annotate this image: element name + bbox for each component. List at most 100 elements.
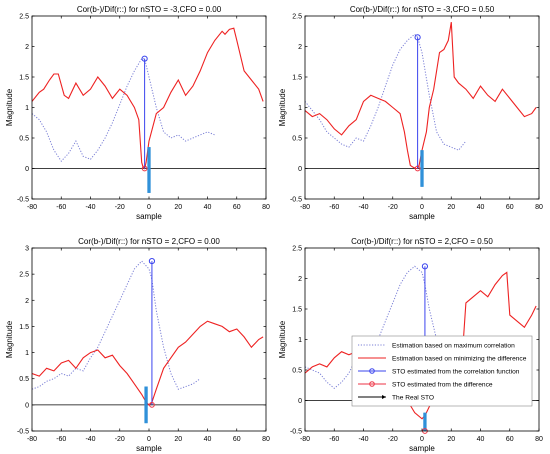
y-tick-label: 1.5 bbox=[292, 307, 302, 314]
difference-line bbox=[305, 271, 537, 420]
plot-area bbox=[32, 248, 266, 431]
x-tick-label: -60 bbox=[56, 436, 66, 443]
legend-label: STO estimated from the difference bbox=[392, 382, 493, 389]
sto-diff-marker bbox=[414, 165, 421, 172]
x-tick-label: -40 bbox=[85, 436, 95, 443]
y-axis-label: Magnitude bbox=[278, 320, 287, 358]
correlation-line bbox=[305, 33, 467, 151]
x-axis-label: sample bbox=[409, 444, 435, 453]
difference-line bbox=[32, 320, 264, 406]
y-tick-label: 2.5 bbox=[19, 14, 29, 21]
y-tick-label: -0.5 bbox=[290, 429, 302, 436]
sto-corr-marker bbox=[148, 257, 156, 265]
x-tick-label: 40 bbox=[204, 204, 212, 211]
stick-cluster bbox=[423, 412, 427, 431]
x-tick-label: 80 bbox=[262, 436, 270, 443]
plot-content bbox=[32, 260, 264, 424]
y-tick-label: 0.5 bbox=[292, 136, 302, 143]
y-tick-label: 2.5 bbox=[292, 14, 302, 21]
x-tick-label: 20 bbox=[174, 436, 182, 443]
x-tick-label: -80 bbox=[300, 204, 310, 211]
legend-marker bbox=[369, 381, 375, 387]
stick-cluster bbox=[147, 147, 151, 193]
x-tick-label: -40 bbox=[85, 204, 95, 211]
x-axis-label: sample bbox=[136, 212, 162, 221]
subplot-2: -80 -60 -40 -20 0 20 40 60 80 -0.5 0 0.5 1 1.5 2 2.5 Cor… bbox=[278, 5, 543, 221]
x-tick-label: 80 bbox=[262, 204, 270, 211]
sto-corr-marker bbox=[414, 34, 421, 41]
sto-corr-marker bbox=[421, 263, 429, 270]
stick-cluster bbox=[420, 150, 424, 187]
legend: Estimation based on maximum correlation E… bbox=[351, 335, 533, 407]
y-tick-label: 0 bbox=[298, 398, 302, 405]
x-tick-label: 0 bbox=[147, 204, 151, 211]
x-tick-label: 60 bbox=[506, 436, 514, 443]
subplot-3: -80 -60 -40 -20 0 20 40 60 80 -0.5 0 0.5 1 1.5 2 2.5 3 Co… bbox=[5, 237, 270, 453]
x-tick-label: -20 bbox=[388, 436, 398, 443]
y-tick-label: 1 bbox=[298, 337, 302, 344]
plot-content bbox=[305, 22, 537, 187]
x-tick-label: -60 bbox=[56, 204, 66, 211]
y-axis-label: Magnitude bbox=[278, 88, 287, 126]
y-tick-label: 0.5 bbox=[19, 376, 29, 383]
y-tick-label: 2.5 bbox=[19, 272, 29, 279]
y-tick-label: 1 bbox=[298, 105, 302, 112]
x-tick-label: 40 bbox=[477, 204, 485, 211]
y-tick-label: -0.5 bbox=[17, 197, 29, 204]
x-tick-label: -40 bbox=[358, 204, 368, 211]
x-tick-label: -80 bbox=[27, 204, 37, 211]
legend-label: Estimation based on maximum correlation bbox=[392, 343, 515, 350]
stick-cluster bbox=[144, 386, 148, 424]
x-tick-label: 40 bbox=[477, 436, 485, 443]
x-tick-label: 20 bbox=[174, 204, 182, 211]
x-tick-label: -80 bbox=[27, 436, 37, 443]
chart-title: Cor(b-)/Dif(r::) for nSTO = -3,CFO = 0.0… bbox=[77, 5, 222, 14]
y-tick-label: 1.5 bbox=[19, 75, 29, 82]
y-tick-label: 0.5 bbox=[19, 136, 29, 143]
x-tick-label: 20 bbox=[447, 204, 455, 211]
y-axis-label: Magnitude bbox=[5, 88, 14, 126]
x-tick-label: -60 bbox=[329, 436, 339, 443]
y-tick-label: -0.5 bbox=[290, 197, 302, 204]
legend-marker bbox=[369, 368, 375, 374]
x-tick-label: 0 bbox=[420, 204, 424, 211]
y-tick-label: 0 bbox=[298, 166, 302, 173]
legend-label: The Real STO bbox=[392, 395, 434, 402]
x-tick-label: 60 bbox=[233, 204, 241, 211]
y-tick-label: 2 bbox=[298, 276, 302, 283]
y-tick-label: 2.5 bbox=[292, 246, 302, 253]
x-tick-label: -40 bbox=[358, 436, 368, 443]
sto-diff-marker bbox=[141, 165, 148, 172]
x-axis-label: sample bbox=[136, 444, 162, 453]
y-tick-label: 1 bbox=[25, 105, 29, 112]
x-tick-label: -20 bbox=[115, 204, 125, 211]
y-tick-label: 3 bbox=[25, 246, 29, 253]
legend-arrow bbox=[382, 395, 386, 399]
y-axis-label: Magnitude bbox=[5, 320, 14, 358]
subplot-1: -80 -60 -40 -20 0 20 40 60 80 -0.5 0 0.5 1 1.5 2 2.5 Cor… bbox=[5, 5, 270, 221]
y-tick-label: 2 bbox=[25, 298, 29, 305]
sto-diff-marker bbox=[149, 401, 155, 408]
chart-title: Cor(b-)/Dif(r::) for nSTO = -3,CFO = 0.5… bbox=[350, 5, 495, 14]
chart-title: Cor(b-)/Dif(r::) for nSTO = 2,CFO = 0.50 bbox=[351, 237, 493, 246]
y-tick-label: 2 bbox=[25, 44, 29, 51]
y-tick-label: 1.5 bbox=[19, 324, 29, 331]
x-tick-label: -60 bbox=[329, 204, 339, 211]
x-tick-label: 40 bbox=[204, 436, 212, 443]
y-tick-label: 0.5 bbox=[292, 368, 302, 375]
y-tick-label: 0 bbox=[25, 402, 29, 409]
y-tick-label: -0.5 bbox=[17, 429, 29, 436]
y-tick-label: 1.5 bbox=[292, 75, 302, 82]
x-tick-label: 20 bbox=[447, 436, 455, 443]
legend-label: Estimation based on minimizing the diffe… bbox=[392, 356, 527, 363]
y-tick-label: 0 bbox=[25, 166, 29, 173]
x-tick-label: 0 bbox=[147, 436, 151, 443]
x-tick-label: -20 bbox=[115, 436, 125, 443]
x-tick-label: 0 bbox=[420, 436, 424, 443]
x-tick-label: -20 bbox=[388, 204, 398, 211]
sto-corr-marker bbox=[141, 55, 148, 62]
x-axis-label: sample bbox=[409, 212, 435, 221]
x-tick-label: 80 bbox=[535, 436, 543, 443]
chart-title: Cor(b-)/Dif(r::) for nSTO = 2,CFO = 0.00 bbox=[78, 237, 220, 246]
